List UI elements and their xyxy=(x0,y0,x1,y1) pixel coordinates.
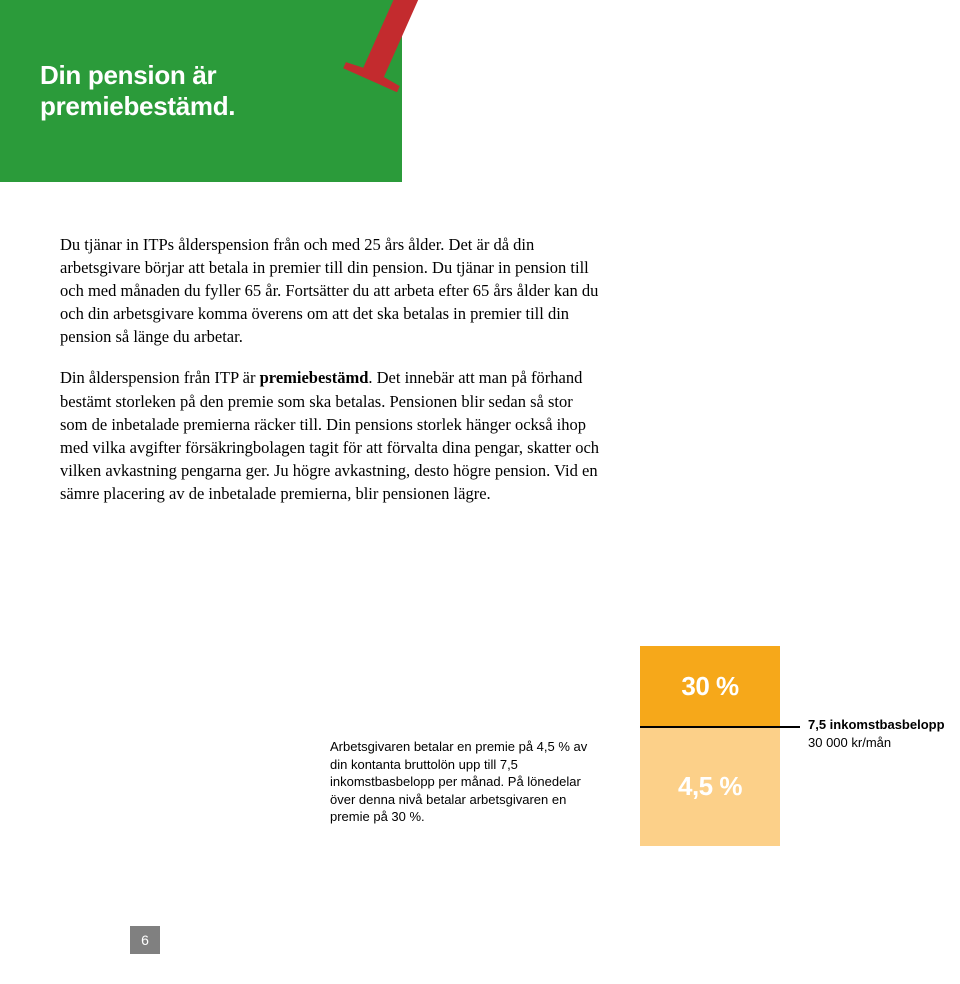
paragraph-1: Du tjänar in ITPs ålderspension från och… xyxy=(60,233,600,348)
chart-annotation: 7,5 inkomstbasbelopp 30 000 kr/mån xyxy=(808,716,945,751)
chart-bar-lower: 4,5 % xyxy=(640,726,780,846)
paragraph-2: Din ålderspension från ITP är premiebest… xyxy=(60,366,600,505)
paragraph-2-bold: premiebestämd xyxy=(260,368,369,387)
page-number: 6 xyxy=(130,926,160,954)
paragraph-2-c: . Det innebär att man på förhand bestämt… xyxy=(60,368,599,502)
premium-chart: 30 % 4,5 % xyxy=(640,646,780,846)
chart-divider xyxy=(640,726,800,728)
chart-upper-label: 30 % xyxy=(681,671,738,702)
chart-annotation-line1: 7,5 inkomstbasbelopp xyxy=(808,717,945,732)
chart-bar-upper: 30 % xyxy=(640,646,780,726)
chart-lower-label: 4,5 % xyxy=(678,771,742,802)
body-text: Du tjänar in ITPs ålderspension från och… xyxy=(60,233,600,523)
chart-annotation-line2: 30 000 kr/mån xyxy=(808,735,891,750)
paragraph-2-a: Din ålderspension från ITP är xyxy=(60,368,260,387)
chart-caption: Arbetsgivaren betalar en premie på 4,5 %… xyxy=(330,738,600,826)
